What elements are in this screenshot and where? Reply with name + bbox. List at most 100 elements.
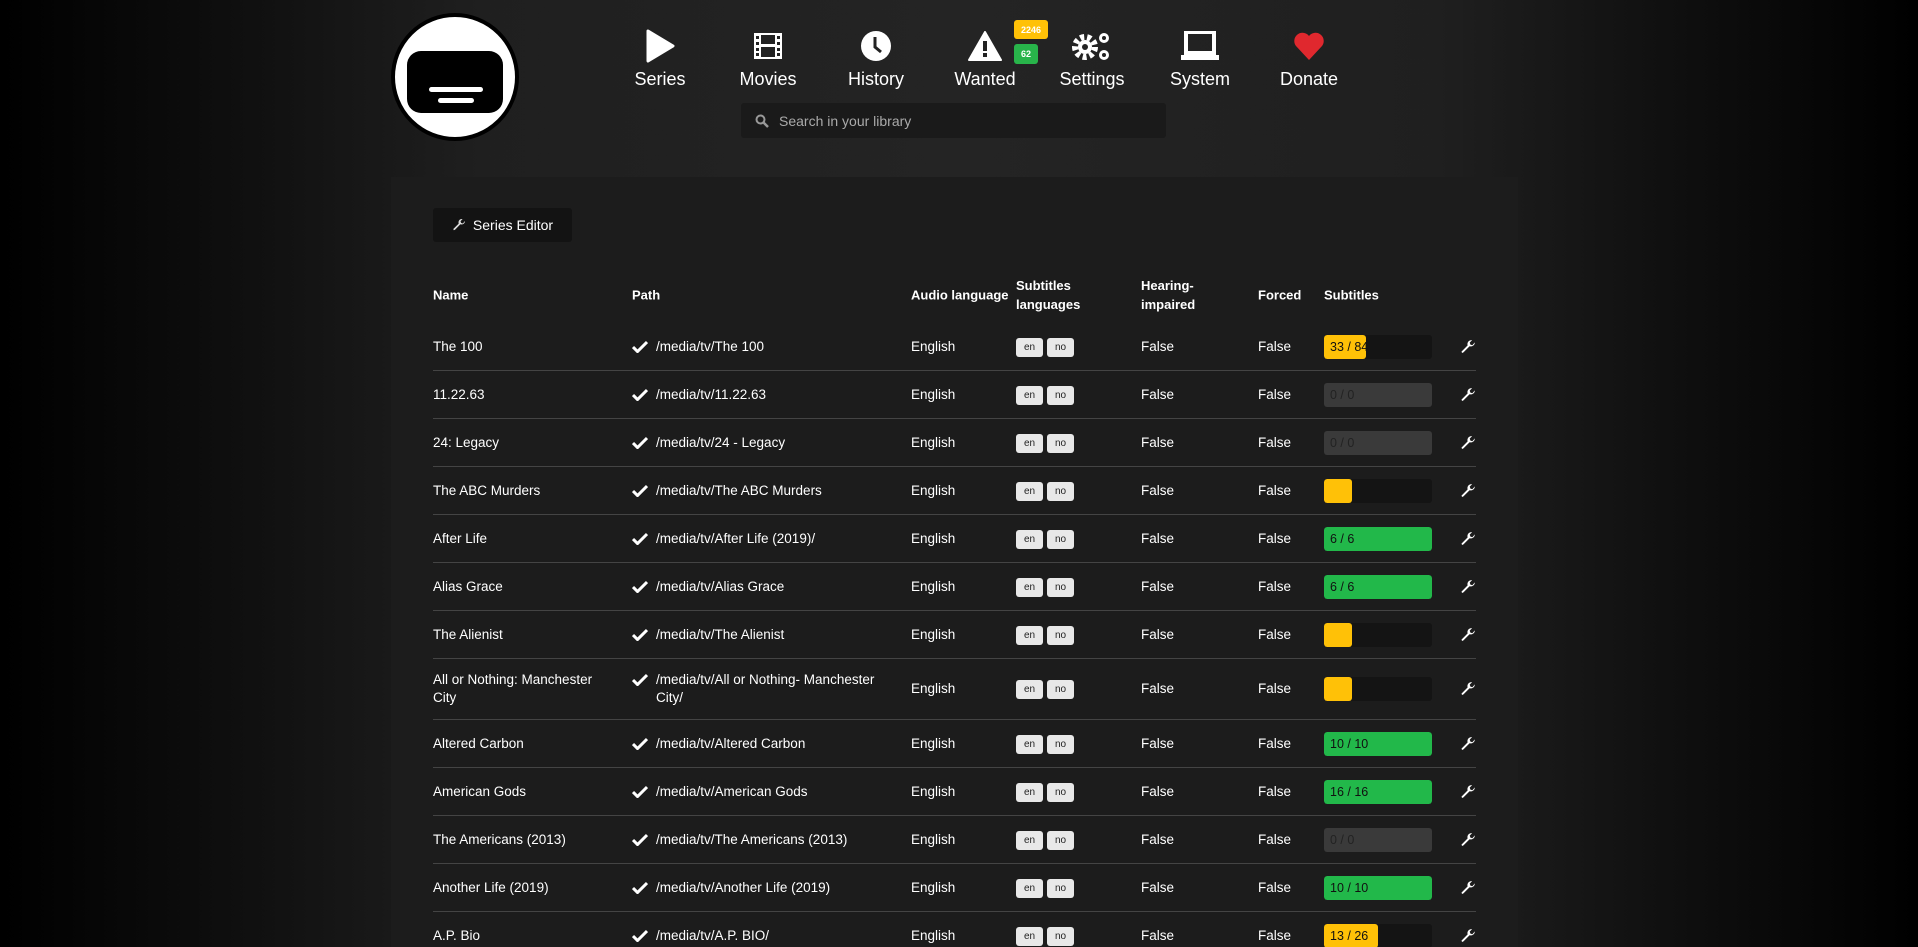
nav-label: Movies: [739, 69, 797, 89]
hearing-impaired: False: [1141, 681, 1175, 696]
language-tag: en: [1016, 385, 1043, 405]
series-name-link[interactable]: American Gods: [433, 783, 527, 799]
progress-label: 33 / 84: [1330, 339, 1369, 354]
table-row: The 100 /media/tv/The 100 English en no F…: [433, 323, 1476, 371]
series-name-link[interactable]: After Life: [433, 530, 488, 546]
path-text: /media/tv/The ABC Murders: [656, 482, 822, 498]
series-name-link[interactable]: The ABC Murders: [433, 482, 541, 498]
edit-series-wrench-icon[interactable]: [1460, 627, 1476, 643]
series-path: /media/tv/Altered Carbon: [632, 735, 897, 753]
check-icon: [632, 833, 648, 846]
table-row: 24: Legacy /media/tv/24 - Legacy English…: [433, 419, 1476, 467]
check-icon: [632, 532, 648, 545]
progress-label: 0 / 0: [1330, 387, 1355, 402]
series-editor-label: Series Editor: [472, 217, 554, 233]
nav-wanted[interactable]: Wanted: [935, 26, 1035, 90]
subtitles-progress: 6 / 6: [1324, 526, 1432, 551]
series-path: /media/tv/A.P. BIO/: [632, 927, 897, 945]
subtitles-progress: 13 / 26: [1324, 923, 1432, 947]
series-name-link[interactable]: 11.22.63: [433, 386, 485, 402]
column-header[interactable]: Audio language: [911, 287, 1009, 303]
edit-series-wrench-icon[interactable]: [1460, 339, 1476, 355]
path-text: /media/tv/Another Life (2019): [656, 879, 831, 895]
progress-fill: [1324, 574, 1432, 599]
nav-history[interactable]: History: [826, 26, 926, 90]
check-icon: [632, 628, 648, 641]
language-tag: en: [1016, 680, 1043, 699]
nav-label: Donate: [1279, 69, 1339, 89]
language-tag: no: [1047, 926, 1074, 946]
column-header[interactable]: Forced: [1258, 287, 1302, 303]
forced: False: [1258, 386, 1292, 402]
subtitles-progress: 33 / 84: [1324, 334, 1432, 359]
search-input[interactable]: [779, 112, 1159, 129]
series-name-link[interactable]: Altered Carbon: [433, 735, 524, 751]
forced: False: [1258, 434, 1292, 450]
forced: False: [1258, 681, 1292, 696]
hearing-impaired: False: [1141, 783, 1175, 799]
series-editor-button[interactable]: Series Editor: [433, 208, 572, 242]
series-name-link[interactable]: All or Nothing: Manchester City: [433, 672, 593, 705]
series-name-link[interactable]: 24: Legacy: [433, 434, 500, 450]
nav-system[interactable]: System: [1150, 26, 1250, 90]
series-name-link[interactable]: Another Life (2019): [433, 879, 549, 895]
bazarr-logo[interactable]: [391, 13, 519, 141]
check-icon: [632, 929, 648, 942]
progress-label: 16 / 16: [1330, 784, 1369, 799]
search-box[interactable]: [741, 103, 1166, 138]
edit-series-wrench-icon[interactable]: [1460, 832, 1476, 848]
subtitles-progress: 0 / 0: [1324, 430, 1432, 455]
column-header[interactable]: Hearing-impaired: [1141, 278, 1196, 312]
series-name-link[interactable]: A.P. Bio: [433, 927, 481, 943]
edit-series-wrench-icon[interactable]: [1460, 387, 1476, 403]
edit-series-wrench-icon[interactable]: [1460, 531, 1476, 547]
subtitle-languages: en no: [1016, 433, 1078, 453]
subtitle-languages: en no: [1016, 734, 1078, 754]
edit-series-wrench-icon[interactable]: [1460, 784, 1476, 800]
language-tag: en: [1016, 782, 1043, 802]
nav-label: System: [1169, 69, 1230, 89]
series-name-link[interactable]: Alias Grace: [433, 578, 503, 594]
subtitle-languages: en no: [1016, 625, 1078, 645]
edit-series-wrench-icon[interactable]: [1460, 736, 1476, 752]
forced: False: [1258, 530, 1292, 546]
series-name-link[interactable]: The Alienist: [433, 626, 503, 642]
series-name-link[interactable]: The Americans (2013): [433, 831, 566, 847]
subtitles-progress: 0 / 0: [1324, 382, 1432, 407]
series-name-link[interactable]: The 100: [433, 338, 483, 354]
nav-series[interactable]: Series: [610, 26, 710, 90]
hearing-impaired: False: [1141, 578, 1175, 594]
column-header[interactable]: Path: [632, 287, 661, 303]
table-row: Altered Carbon /media/tv/Altered Carbon …: [433, 720, 1476, 768]
heart-icon: [1259, 26, 1359, 66]
audio-language: English: [911, 482, 956, 498]
check-icon: [632, 881, 648, 894]
edit-series-wrench-icon[interactable]: [1460, 681, 1476, 697]
nav-movies[interactable]: Movies: [718, 26, 818, 90]
forced: False: [1258, 831, 1292, 847]
edit-series-wrench-icon[interactable]: [1460, 483, 1476, 499]
language-tag: en: [1016, 481, 1043, 501]
audio-language: English: [911, 338, 956, 354]
path-text: /media/tv/A.P. BIO/: [656, 927, 770, 943]
audio-language: English: [911, 386, 956, 402]
column-header[interactable]: Subtitles: [1324, 287, 1379, 303]
series-path: /media/tv/11.22.63: [632, 386, 897, 404]
language-tag: no: [1047, 734, 1074, 754]
wanted-movies-badge: 62: [1014, 44, 1038, 64]
edit-series-wrench-icon[interactable]: [1460, 928, 1476, 944]
nav-donate[interactable]: Donate: [1259, 26, 1359, 90]
clock-icon: [826, 26, 926, 66]
progress-fill: [1324, 334, 1367, 359]
subtitle-languages: en no: [1016, 679, 1078, 699]
edit-series-wrench-icon[interactable]: [1460, 880, 1476, 896]
film-icon: [718, 26, 818, 66]
edit-series-wrench-icon[interactable]: [1460, 435, 1476, 451]
path-text: /media/tv/The Alienist: [656, 626, 785, 642]
edit-series-wrench-icon[interactable]: [1460, 579, 1476, 595]
table-row: 11.22.63 /media/tv/11.22.63 English en no…: [433, 371, 1476, 419]
column-header[interactable]: Subtitles languages: [1016, 278, 1081, 312]
column-header[interactable]: Name: [433, 287, 469, 303]
progress-label: 6 / 6: [1330, 579, 1355, 594]
nav-settings[interactable]: Settings: [1042, 26, 1142, 90]
